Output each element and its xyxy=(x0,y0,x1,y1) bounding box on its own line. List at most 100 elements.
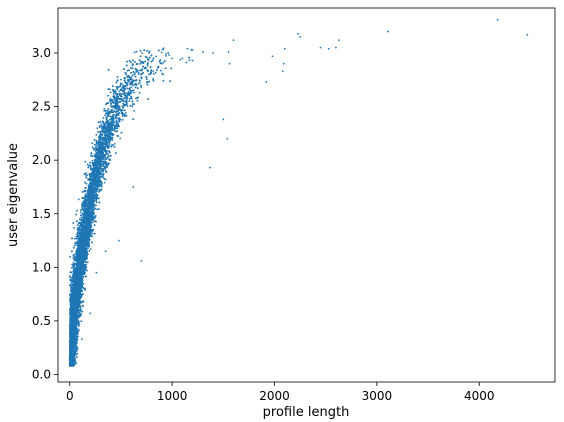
data-point xyxy=(85,186,87,189)
data-point xyxy=(124,112,127,114)
data-point xyxy=(526,33,529,36)
data-point xyxy=(114,130,117,133)
data-point xyxy=(105,158,108,161)
data-point xyxy=(127,90,130,93)
data-point xyxy=(100,125,103,128)
data-point xyxy=(104,178,107,181)
data-point xyxy=(283,47,286,50)
data-point xyxy=(171,57,174,60)
data-point xyxy=(116,117,119,119)
data-point xyxy=(179,58,182,61)
data-point xyxy=(76,356,78,358)
data-point xyxy=(137,82,140,85)
data-point xyxy=(162,47,165,50)
data-point xyxy=(327,47,330,50)
data-point xyxy=(271,55,274,58)
data-point xyxy=(118,90,121,93)
data-point xyxy=(186,47,189,50)
data-point xyxy=(209,166,211,169)
data-point xyxy=(98,208,100,210)
data-point xyxy=(118,239,120,242)
data-point xyxy=(181,57,184,60)
data-point xyxy=(72,284,74,287)
data-point xyxy=(496,18,499,21)
data-point xyxy=(131,103,134,105)
data-point xyxy=(138,59,141,61)
data-point xyxy=(77,325,80,328)
data-point xyxy=(265,81,268,83)
data-point xyxy=(90,166,92,169)
data-point xyxy=(85,182,88,185)
data-point xyxy=(106,109,109,112)
data-point xyxy=(119,85,122,88)
data-point xyxy=(140,84,142,87)
data-point xyxy=(133,72,136,75)
data-point xyxy=(126,69,129,72)
data-point xyxy=(71,266,73,269)
data-point xyxy=(107,88,110,91)
data-point xyxy=(299,36,301,38)
data-point xyxy=(77,198,80,201)
data-point xyxy=(226,137,229,140)
data-point xyxy=(78,329,81,332)
data-point xyxy=(126,94,129,97)
data-point xyxy=(185,61,188,64)
data-point xyxy=(95,271,98,274)
data-point xyxy=(103,181,106,184)
data-point xyxy=(91,142,94,145)
data-point xyxy=(104,250,107,253)
data-point xyxy=(164,53,167,55)
data-point xyxy=(146,64,149,67)
data-point xyxy=(90,235,93,238)
data-point xyxy=(297,32,299,35)
data-point xyxy=(150,60,153,63)
data-point xyxy=(72,256,75,259)
data-point xyxy=(106,149,108,152)
data-point xyxy=(121,105,124,108)
data-point xyxy=(80,211,82,214)
data-point xyxy=(104,169,107,172)
data-point xyxy=(232,39,235,42)
data-point xyxy=(73,226,76,229)
data-point xyxy=(75,237,78,240)
data-point xyxy=(109,91,112,94)
data-point xyxy=(160,51,163,54)
data-point xyxy=(222,118,225,121)
data-point xyxy=(131,67,134,70)
data-point xyxy=(130,86,133,89)
data-point xyxy=(281,70,284,73)
data-point xyxy=(387,30,390,33)
data-point xyxy=(152,70,155,73)
data-point xyxy=(160,69,162,72)
data-point xyxy=(201,51,204,53)
data-point xyxy=(91,232,94,235)
data-point xyxy=(227,51,230,53)
data-point xyxy=(73,237,76,240)
data-point xyxy=(121,115,124,117)
data-point xyxy=(129,104,132,107)
data-point xyxy=(85,175,87,177)
data-point xyxy=(132,186,135,188)
data-point xyxy=(102,176,105,179)
data-point xyxy=(126,76,129,79)
data-point xyxy=(130,96,133,98)
data-point xyxy=(131,79,134,81)
data-point xyxy=(76,352,79,355)
data-point xyxy=(75,233,78,236)
data-point xyxy=(123,97,126,100)
data-point xyxy=(191,59,194,62)
data-point xyxy=(126,105,129,107)
data-point xyxy=(76,209,78,212)
data-point xyxy=(127,80,130,83)
data-point xyxy=(162,61,165,64)
data-point xyxy=(212,52,214,54)
data-point xyxy=(119,118,122,121)
data-point xyxy=(88,250,91,252)
data-point xyxy=(282,62,285,65)
data-point xyxy=(117,112,120,115)
data-point xyxy=(335,46,337,49)
data-points xyxy=(68,18,529,367)
data-point xyxy=(94,153,97,156)
data-point xyxy=(319,46,322,49)
